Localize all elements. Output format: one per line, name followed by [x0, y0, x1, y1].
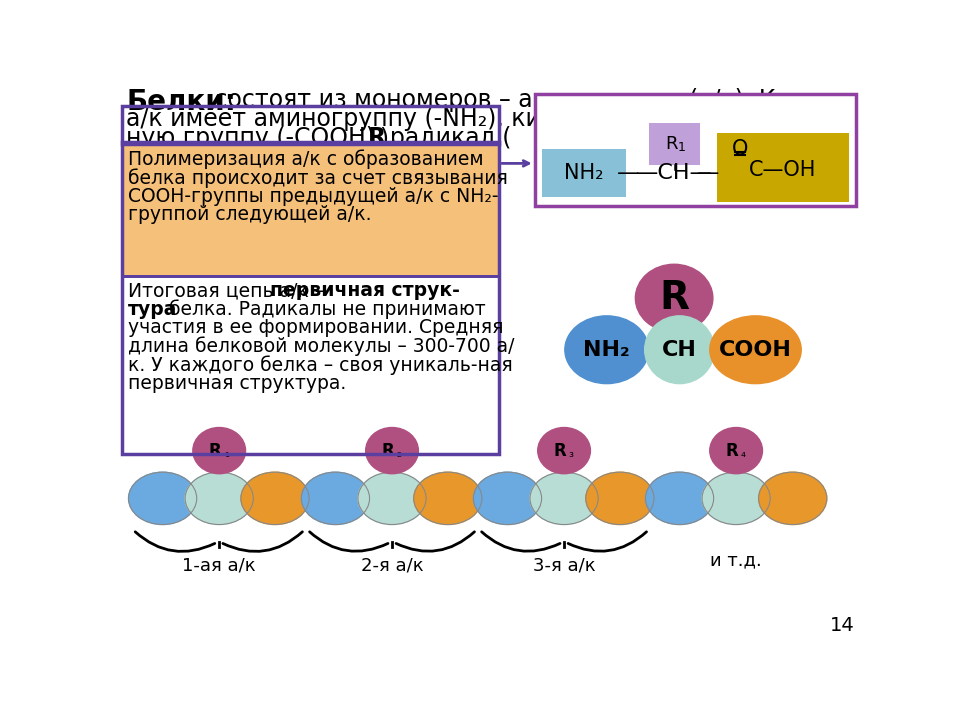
Ellipse shape	[709, 316, 802, 384]
Ellipse shape	[193, 428, 246, 474]
Text: 2-я а/к: 2-я а/к	[361, 556, 423, 574]
Text: участия в ее формировании. Средняя: участия в ее формировании. Средняя	[128, 318, 503, 337]
Text: белка. Радикалы не принимают: белка. Радикалы не принимают	[163, 300, 486, 320]
Ellipse shape	[473, 472, 541, 525]
Ellipse shape	[538, 428, 590, 474]
Text: R: R	[665, 135, 678, 153]
Text: ₂: ₂	[396, 447, 401, 460]
FancyBboxPatch shape	[717, 132, 849, 202]
Text: Полимеризация а/к с образованием: Полимеризация а/к с образованием	[128, 150, 484, 169]
Text: ₃: ₃	[568, 447, 573, 460]
Text: R: R	[382, 441, 395, 459]
Text: 1: 1	[678, 141, 685, 154]
Ellipse shape	[301, 472, 370, 525]
Ellipse shape	[129, 472, 197, 525]
Text: Итоговая цепь а/к –: Итоговая цепь а/к –	[128, 282, 330, 300]
Text: ную группу (-COOH), радикал (: ную группу (-COOH), радикал (	[126, 127, 512, 150]
Ellipse shape	[530, 472, 598, 525]
Ellipse shape	[645, 316, 714, 384]
Ellipse shape	[702, 472, 770, 525]
Text: белка происходит за счет связывания: белка происходит за счет связывания	[128, 168, 508, 188]
Ellipse shape	[564, 316, 649, 384]
Text: 3-я а/к: 3-я а/к	[533, 556, 595, 574]
Ellipse shape	[366, 428, 419, 474]
Text: и т.д.: и т.д.	[710, 552, 762, 570]
Ellipse shape	[414, 472, 482, 525]
Text: Белки:: Белки:	[126, 88, 236, 116]
Text: длина белковой молекулы – 300-700 а/: длина белковой молекулы – 300-700 а/	[128, 337, 515, 356]
Text: СООН-группы предыдущей а/к с NH₂-: СООН-группы предыдущей а/к с NH₂-	[128, 186, 498, 205]
Text: O: O	[732, 139, 748, 158]
Ellipse shape	[758, 472, 827, 525]
Ellipse shape	[358, 472, 426, 525]
Text: —CH—: —CH—	[636, 163, 712, 183]
Text: ₁: ₁	[224, 447, 228, 460]
Text: CH: CH	[662, 340, 697, 360]
FancyBboxPatch shape	[122, 276, 499, 454]
Text: первичная структура.: первичная структура.	[128, 374, 346, 392]
Text: группой следующей а/к.: группой следующей а/к.	[128, 205, 372, 224]
Text: тура: тура	[128, 300, 178, 319]
Ellipse shape	[241, 472, 309, 525]
Text: —: —	[697, 163, 719, 183]
Text: —: —	[617, 163, 639, 183]
Text: состоят из мономеров – аминокислот (а/к). Каждая: состоят из мономеров – аминокислот (а/к)…	[206, 88, 856, 112]
Ellipse shape	[636, 264, 713, 332]
Ellipse shape	[185, 472, 253, 525]
Text: R: R	[554, 441, 566, 459]
Text: R: R	[726, 441, 738, 459]
Text: первичная струк-: первичная струк-	[271, 282, 460, 300]
Text: 1-ая а/к: 1-ая а/к	[182, 556, 255, 574]
Text: R: R	[209, 441, 222, 459]
Text: COOH: COOH	[719, 340, 792, 360]
Text: 14: 14	[830, 616, 854, 634]
Text: NH₂: NH₂	[584, 340, 630, 360]
Text: NH₂: NH₂	[564, 163, 604, 183]
Ellipse shape	[645, 472, 713, 525]
FancyBboxPatch shape	[649, 122, 700, 165]
Text: ₄: ₄	[740, 447, 746, 460]
Text: к. У каждого белка – своя уникаль-ная: к. У каждого белка – своя уникаль-ная	[128, 355, 513, 375]
Text: а/к имеет аминогруппу (-NH₂), кислот-: а/к имеет аминогруппу (-NH₂), кислот-	[126, 107, 606, 131]
Ellipse shape	[709, 428, 762, 474]
Ellipse shape	[586, 472, 654, 525]
FancyBboxPatch shape	[535, 94, 856, 206]
FancyBboxPatch shape	[122, 144, 499, 276]
Text: ).: ).	[379, 127, 396, 150]
Text: R: R	[660, 279, 689, 317]
Text: R: R	[368, 127, 386, 150]
FancyBboxPatch shape	[542, 149, 626, 197]
Text: C—OH: C—OH	[749, 160, 816, 179]
